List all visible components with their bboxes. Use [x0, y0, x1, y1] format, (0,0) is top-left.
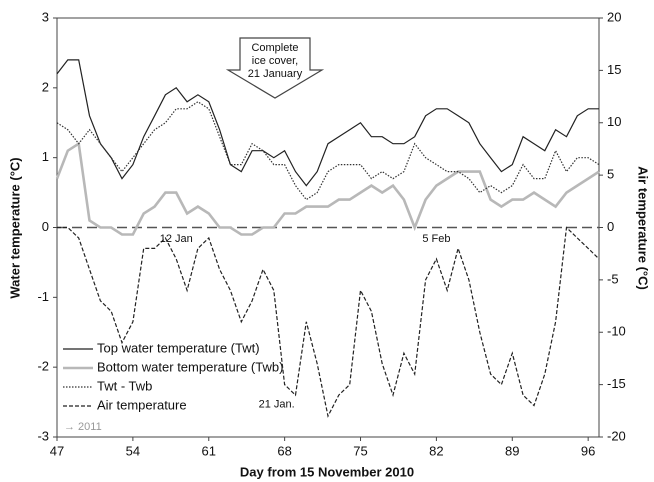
y2-tick-label: 15 — [607, 62, 621, 77]
series-line — [57, 226, 600, 418]
x-tick-label: 61 — [202, 443, 216, 458]
y-tick-label: 2 — [42, 79, 49, 94]
x-tick-label: 47 — [50, 443, 64, 458]
x-tick-label: 96 — [581, 443, 595, 458]
series-line — [56, 59, 599, 187]
x-tick-label: 89 — [505, 443, 519, 458]
footnote: → 2011 — [64, 421, 102, 433]
y2-tick-label: -20 — [607, 428, 626, 443]
legend-label: Air temperature — [97, 397, 187, 412]
y2-tick-label: 10 — [607, 114, 621, 129]
y-tick-label: 1 — [42, 149, 49, 164]
series-line — [55, 141, 600, 236]
y-tick-label: 3 — [42, 9, 49, 24]
x-tick-label: 68 — [277, 443, 291, 458]
y2-tick-label: 5 — [607, 167, 614, 182]
y2-tick-label: -15 — [607, 376, 626, 391]
annotation: 21 Jan. — [259, 399, 295, 411]
y-tick-label: -2 — [37, 359, 49, 374]
y2-tick-label: -10 — [607, 324, 626, 339]
y2-tick-label: 20 — [607, 9, 621, 24]
y2-axis-title: Air temperature (°C) — [636, 166, 651, 290]
y2-tick-label: 0 — [607, 219, 614, 234]
x-tick-label: 54 — [126, 443, 140, 458]
annotation: 5 Feb — [422, 233, 450, 245]
y-axis-title: Water temperature (°C) — [7, 157, 22, 298]
y-tick-label: 0 — [42, 219, 49, 234]
y2-tick-label: -5 — [607, 271, 619, 286]
callout-text: ice cover, — [252, 55, 298, 67]
legend-label: Twt - Twb — [97, 378, 152, 393]
series-line — [56, 101, 600, 201]
y-tick-label: -3 — [37, 428, 49, 443]
annotation: 12 Jan — [160, 233, 193, 245]
callout-text: 21 January — [248, 68, 303, 80]
x-tick-label: 82 — [429, 443, 443, 458]
y-tick-label: -1 — [37, 289, 49, 304]
callout-text: Complete — [251, 42, 298, 54]
callout-arrow — [225, 37, 325, 99]
x-axis-title: Day from 15 November 2010 — [240, 464, 414, 479]
x-tick-label: 75 — [353, 443, 367, 458]
legend-label: Bottom water temperature (Twb) — [97, 359, 283, 374]
legend-label: Top water temperature (Twt) — [97, 340, 260, 355]
